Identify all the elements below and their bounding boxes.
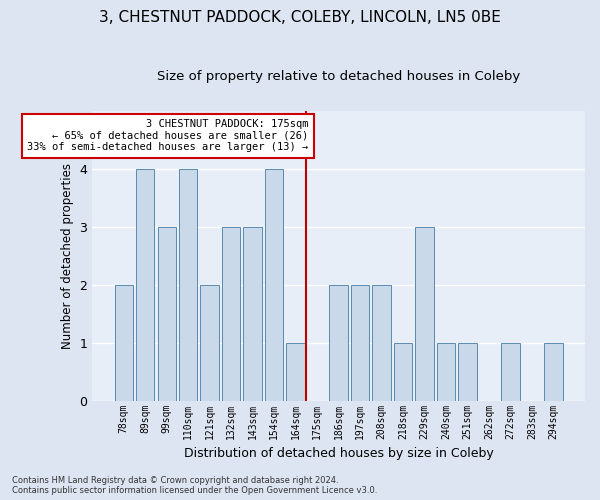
Y-axis label: Number of detached properties: Number of detached properties: [61, 162, 74, 348]
Bar: [502, 342, 520, 400]
Bar: [136, 168, 154, 400]
X-axis label: Distribution of detached houses by size in Coleby: Distribution of detached houses by size …: [184, 447, 493, 460]
Bar: [222, 226, 240, 400]
Bar: [158, 226, 176, 400]
Text: 3, CHESTNUT PADDOCK, COLEBY, LINCOLN, LN5 0BE: 3, CHESTNUT PADDOCK, COLEBY, LINCOLN, LN…: [99, 10, 501, 25]
Bar: [394, 342, 412, 400]
Bar: [458, 342, 476, 400]
Bar: [373, 284, 391, 401]
Bar: [265, 168, 283, 400]
Text: 3 CHESTNUT PADDOCK: 175sqm
← 65% of detached houses are smaller (26)
33% of semi: 3 CHESTNUT PADDOCK: 175sqm ← 65% of deta…: [27, 120, 308, 152]
Bar: [329, 284, 348, 401]
Bar: [179, 168, 197, 400]
Bar: [200, 284, 219, 401]
Bar: [286, 342, 305, 400]
Bar: [351, 284, 369, 401]
Bar: [244, 226, 262, 400]
Bar: [437, 342, 455, 400]
Text: Contains HM Land Registry data © Crown copyright and database right 2024.
Contai: Contains HM Land Registry data © Crown c…: [12, 476, 377, 495]
Bar: [544, 342, 563, 400]
Bar: [115, 284, 133, 401]
Bar: [415, 226, 434, 400]
Title: Size of property relative to detached houses in Coleby: Size of property relative to detached ho…: [157, 70, 520, 83]
